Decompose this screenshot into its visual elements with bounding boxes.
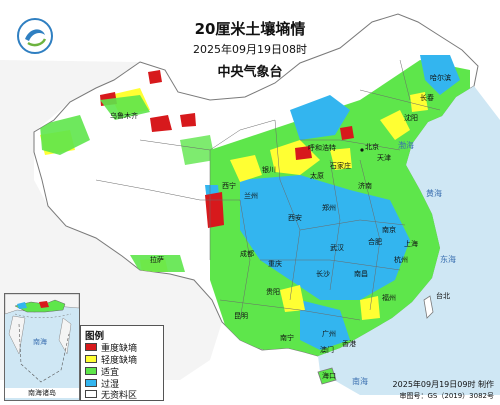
legend-swatch-light-drought — [85, 355, 97, 363]
city-hohhot: 呼和浩特 — [308, 143, 336, 152]
city-taibei: 台北 — [436, 291, 450, 300]
city-macau: 澳门 — [320, 345, 334, 354]
map-title: 20厘米土壤墒情 — [194, 20, 306, 38]
legend-label-suitable: 适宜 — [101, 367, 120, 378]
city-guiyang: 贵阳 — [266, 287, 280, 296]
city-zhengzhou: 郑州 — [322, 204, 336, 212]
region-waterlogged-north — [290, 95, 350, 140]
legend-item-light-drought: 轻度缺墒 — [85, 353, 138, 366]
region-light-drought-2 — [380, 110, 410, 140]
region-suitable-west-4 — [180, 135, 215, 165]
city-changchun: 长春 — [420, 93, 434, 102]
legend-item-severe-drought: 重度缺墒 — [85, 341, 138, 354]
city-xining: 西宁 — [222, 181, 236, 190]
city-shijiazhuang: 石家庄 — [330, 161, 351, 170]
region-suitable-west-2 — [100, 95, 150, 120]
legend-label-severe-drought: 重度缺墒 — [101, 343, 138, 354]
city-lanzhou: 兰州 — [244, 191, 258, 200]
map-datetime: 2025年09月19日08时 — [193, 43, 307, 56]
region-light-drought-4 — [330, 148, 352, 170]
region-suitable-west-3 — [130, 255, 185, 272]
sea-yellow: 黄海 — [426, 188, 442, 198]
legend-item-suitable: 适宜 — [85, 365, 120, 378]
south-sea-inset: 南海 南海诸岛 — [4, 293, 80, 401]
city-lhasa: 拉萨 — [150, 255, 164, 264]
cma-logo-icon — [17, 18, 53, 54]
sea-east: 东海 — [440, 254, 456, 264]
city-labels: 北京 天津 石家庄 太原 济南 郑州 南京 上海 杭州 合肥 武汉 长沙 南昌 … — [110, 73, 451, 380]
city-yinchuan: 银川 — [262, 165, 276, 174]
city-tianjin: 天津 — [377, 154, 391, 162]
credit-made: 2025年09月19日09时 制作 — [392, 380, 494, 389]
city-shenyang: 沈阳 — [404, 113, 418, 122]
city-hangzhou: 杭州 — [394, 255, 408, 264]
sea-bohai: 渤海 — [398, 140, 414, 150]
city-dot-beijing — [360, 148, 364, 152]
legend-label-waterlogged: 过湿 — [101, 379, 120, 390]
region-severe-drought-3 — [180, 113, 196, 127]
legend-title: 图例 — [85, 331, 105, 342]
region-waterlogged — [240, 175, 410, 300]
legend-swatch-no-data — [85, 390, 97, 398]
moisture-regions — [40, 55, 470, 356]
region-light-drought-3 — [230, 155, 262, 182]
hainan-island — [317, 367, 337, 385]
sea-south: 南海 — [352, 376, 368, 386]
region-severe-drought-6 — [148, 70, 162, 84]
sea-labels: 渤海 黄海 东海 南海 — [352, 140, 456, 386]
city-hongkong: 香港 — [342, 339, 356, 348]
east-sea — [318, 86, 500, 395]
region-light-drought-5 — [280, 285, 305, 312]
credit-approval: 审图号：GS（2019）3082号 — [399, 392, 495, 400]
region-waterlogged-south — [300, 300, 350, 350]
city-guangzhou: 广州 — [322, 329, 336, 338]
city-beijing: 北京 — [365, 142, 379, 151]
city-haikou: 海口 — [322, 371, 336, 380]
city-chongqing: 重庆 — [268, 259, 282, 268]
region-suitable-west-1 — [40, 115, 90, 155]
taiwan-island — [423, 295, 434, 319]
city-jinan: 济南 — [358, 181, 372, 190]
city-xian: 西安 — [288, 213, 302, 222]
map-issuer: 中央气象台 — [217, 65, 283, 80]
city-nanchang: 南昌 — [354, 269, 368, 278]
legend-item-no-data: 无资料区 — [85, 388, 138, 401]
legend-swatch-waterlogged — [85, 379, 97, 387]
inset-label: 南海诸岛 — [5, 388, 79, 398]
region-severe-drought-1 — [205, 192, 224, 228]
map-legend: 图例 重度缺墒 轻度缺墒 适宜 过湿 无资料区 — [80, 325, 164, 401]
city-harbin: 哈尔滨 — [430, 73, 451, 82]
city-wuhan: 武汉 — [330, 243, 344, 252]
city-taiyuan: 太原 — [310, 171, 324, 180]
region-light-drought-6 — [360, 296, 380, 320]
city-chengdu: 成都 — [240, 249, 254, 258]
city-changsha: 长沙 — [316, 269, 330, 278]
region-severe-drought-4 — [295, 146, 312, 160]
province-boundaries — [95, 59, 441, 321]
legend-swatch-severe-drought — [85, 343, 97, 351]
inset-map: 南海 — [5, 294, 79, 383]
legend-label-no-data: 无资料区 — [101, 390, 138, 401]
city-nanning: 南宁 — [280, 333, 294, 342]
region-waterlogged-ne — [420, 55, 460, 95]
region-light-drought-7 — [410, 92, 428, 112]
legend-swatch-suitable — [85, 367, 97, 375]
inset-sea-label: 南海 — [33, 337, 47, 346]
city-kunming: 昆明 — [234, 312, 248, 320]
city-nanjing: 南京 — [382, 225, 396, 234]
city-hefei: 合肥 — [368, 237, 382, 246]
region-severe-drought-2 — [150, 115, 172, 132]
city-shanghai: 上海 — [404, 239, 418, 248]
legend-label-light-drought: 轻度缺墒 — [101, 355, 138, 366]
city-urumqi: 乌鲁木齐 — [110, 111, 138, 120]
legend-item-waterlogged: 过湿 — [85, 377, 120, 390]
city-fuzhou: 福州 — [382, 293, 396, 302]
region-severe-drought-7 — [340, 126, 354, 140]
